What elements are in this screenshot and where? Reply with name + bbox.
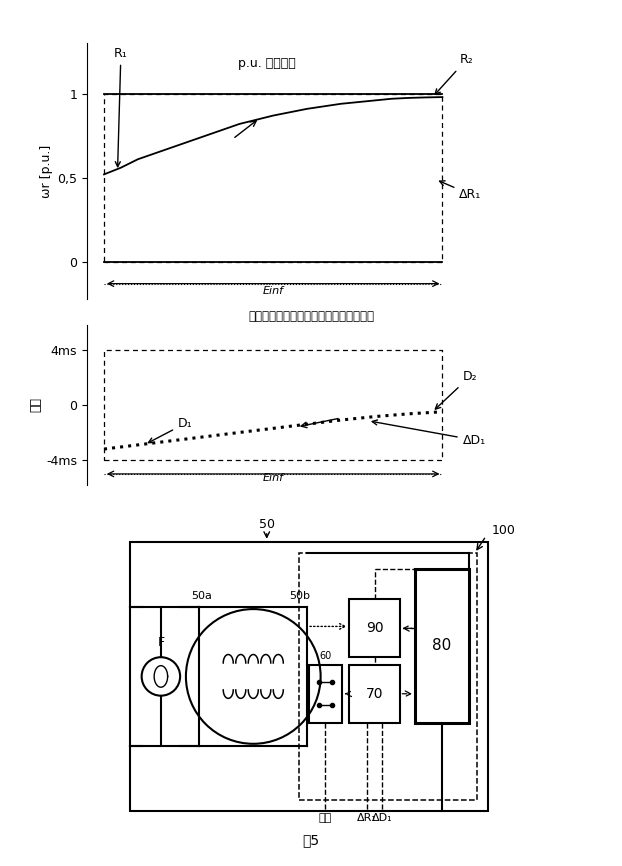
Text: 50: 50 xyxy=(259,518,275,531)
Text: 始動巻線内の入力電圧と電流の間の位相: 始動巻線内の入力電圧と電流の間の位相 xyxy=(248,309,374,323)
Bar xyxy=(350,599,399,657)
Text: 50a: 50a xyxy=(191,591,211,602)
Text: 80: 80 xyxy=(432,638,452,653)
Bar xyxy=(309,665,342,722)
Text: D₁: D₁ xyxy=(149,417,193,443)
Text: ΔR₁: ΔR₁ xyxy=(440,181,481,201)
Text: 図5: 図5 xyxy=(302,833,320,847)
Text: p.u. での回転: p.u. での回転 xyxy=(238,57,295,70)
Text: ΔR₁: ΔR₁ xyxy=(357,813,377,823)
Text: Einf: Einf xyxy=(262,286,284,295)
Text: Einf: Einf xyxy=(262,473,284,483)
Text: ΔD₁: ΔD₁ xyxy=(372,813,392,823)
Text: ΔD₁: ΔD₁ xyxy=(372,420,486,447)
Bar xyxy=(350,665,399,722)
Text: D₂: D₂ xyxy=(435,370,477,409)
Text: 閉鎖: 閉鎖 xyxy=(319,813,332,823)
Text: 70: 70 xyxy=(366,687,383,701)
Text: R₁: R₁ xyxy=(114,47,128,166)
Y-axis label: ωr [p.u.]: ωr [p.u.] xyxy=(40,145,53,197)
Text: 100: 100 xyxy=(492,524,516,537)
Text: F: F xyxy=(157,636,164,649)
Text: 90: 90 xyxy=(366,621,383,636)
Text: 60: 60 xyxy=(319,651,332,661)
Text: 50b: 50b xyxy=(289,591,310,602)
Y-axis label: 位相: 位相 xyxy=(29,397,42,412)
Bar xyxy=(415,569,469,722)
Text: R₂: R₂ xyxy=(435,54,473,94)
